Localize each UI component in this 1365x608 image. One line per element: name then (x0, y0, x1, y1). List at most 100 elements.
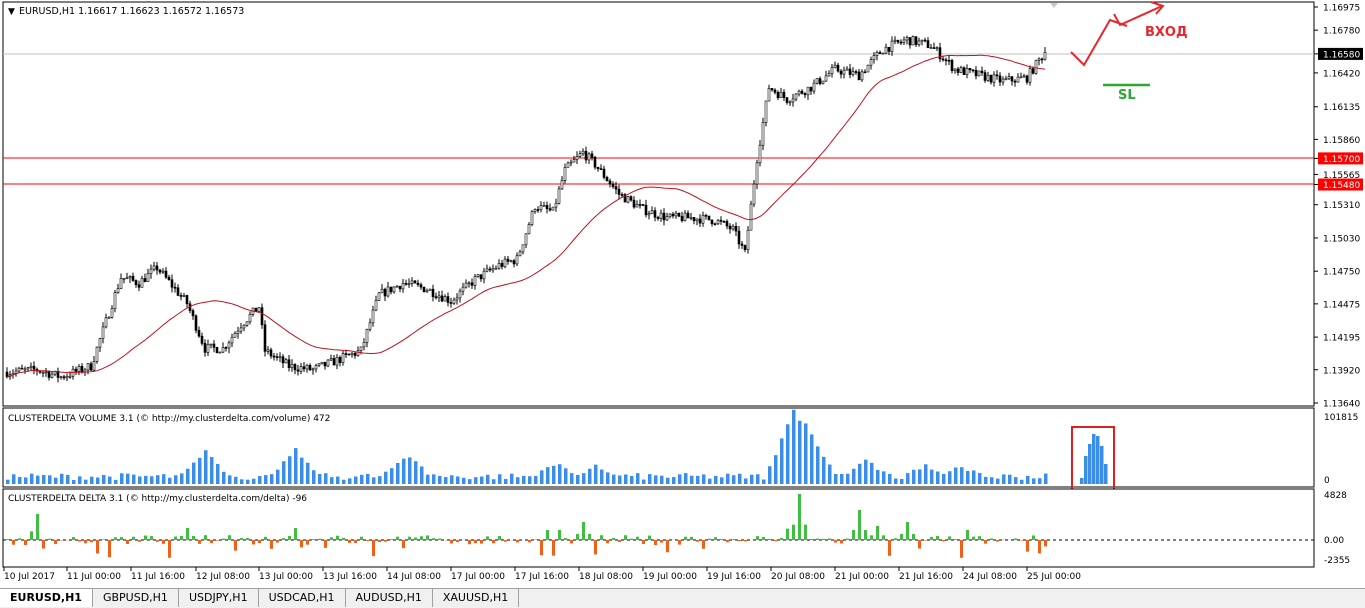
delta-panel[interactable]: CLUSTERDELTA DELTA 3.1 (© http://my.clus… (3, 489, 1350, 567)
candle-body (867, 65, 869, 72)
volume-bar (450, 475, 454, 484)
volume-bar (396, 463, 400, 484)
delta-bar-negative (996, 540, 999, 542)
collapse-arrow-icon[interactable]: ▼ (8, 7, 15, 17)
candle-body (930, 48, 932, 49)
volume-bar (576, 475, 580, 484)
candle-body (27, 368, 29, 369)
price-label: 1.16580 (1323, 50, 1360, 60)
price-label: 1.15700 (1323, 155, 1360, 165)
candle-body (516, 256, 518, 264)
delta-bar-positive (768, 539, 771, 540)
candle-body (354, 353, 356, 355)
candle-body (534, 209, 536, 211)
candle-body (810, 87, 812, 91)
delta-bar-positive (822, 539, 825, 540)
delta-bar-negative (726, 540, 729, 542)
delta-bar-negative (468, 540, 471, 544)
volume-bar (708, 479, 712, 484)
volume-bar (678, 474, 682, 484)
tab-gbpusd[interactable]: GBPUSD,H1 (93, 589, 179, 607)
volume-bar (690, 476, 694, 484)
price-axis[interactable]: 1.169751.167801.165801.164201.161351.158… (1314, 4, 1363, 410)
candle-body (447, 297, 449, 303)
tab-eurusd[interactable]: EURUSD,H1 (0, 589, 93, 607)
tab-xauusd[interactable]: XAUUSD,H1 (433, 589, 519, 607)
candle-body (180, 295, 182, 296)
volume-bar (990, 477, 994, 484)
delta-bar-negative (138, 540, 141, 542)
volume-panel[interactable]: CLUSTERDELTA VOLUME 3.1 (© http://my.clu… (3, 408, 1358, 495)
candle-body (183, 295, 185, 296)
delta-bar-positive (102, 539, 105, 540)
delta-bar-negative (54, 540, 57, 544)
volume-bar (558, 464, 562, 484)
volume-bar (780, 438, 784, 484)
candle-body (480, 275, 482, 279)
candle-body (96, 347, 98, 361)
tab-usdcad[interactable]: USDCAD,H1 (259, 589, 346, 607)
candle-body (42, 372, 44, 373)
volume-bar (510, 474, 514, 484)
candle-body (147, 274, 149, 282)
delta-bar-negative (888, 540, 891, 556)
delta-bar-positive (396, 537, 399, 540)
volume-bar (150, 476, 154, 484)
delta-bar-negative (24, 540, 27, 545)
candle-body (333, 358, 335, 365)
candle-body (1032, 69, 1034, 74)
delta-bar-negative (942, 540, 945, 541)
candle-body (732, 226, 734, 229)
candle-body (366, 329, 368, 342)
volume-bar (174, 475, 178, 484)
volume-bar (786, 424, 790, 484)
volume-bar (948, 471, 952, 484)
volume-bar (870, 463, 874, 484)
volume-bar (744, 478, 748, 484)
candle-body (1035, 60, 1037, 73)
delta-bar-positive (900, 534, 903, 540)
candle-body (348, 354, 350, 355)
price-panel[interactable]: ▼ EURUSD,H1 1.16617 1.16623 1.16572 1.16… (3, 2, 1314, 406)
delta-bar-positive (330, 537, 333, 540)
candle-body (819, 79, 821, 84)
volume-bar (1038, 478, 1042, 484)
delta-bar-negative (660, 540, 663, 543)
candle-body (903, 40, 905, 42)
volume-bar (306, 463, 310, 484)
price-label: 1.15030 (1323, 234, 1360, 244)
tab-audusd[interactable]: AUDUSD,H1 (346, 589, 433, 607)
delta-bar-negative (90, 540, 93, 542)
delta-bar-negative (384, 540, 387, 542)
candle-body (477, 275, 479, 277)
candle-body (666, 217, 668, 220)
tab-usdjpy[interactable]: USDJPY,H1 (179, 589, 259, 607)
candle-body (513, 261, 515, 264)
price-label: 1.14750 (1323, 268, 1360, 278)
candle-body (303, 367, 305, 369)
delta-bar-positive (426, 535, 429, 540)
volume-bar (42, 475, 46, 484)
volume-bar (78, 476, 82, 484)
candle-body (702, 215, 704, 223)
candle-body (663, 213, 665, 220)
delta-bar-positive (48, 539, 51, 540)
price-label: 1.15860 (1323, 136, 1360, 146)
candle-body (486, 269, 488, 271)
volume-bar (978, 473, 982, 484)
candle-body (714, 224, 716, 225)
volume-scale-max: 101815 (1324, 413, 1358, 423)
delta-scale-min: -2355 (1324, 556, 1350, 566)
candle-body (417, 283, 419, 284)
candle-body (222, 347, 224, 352)
delta-bar-positive (120, 537, 123, 540)
candle-body (1002, 79, 1004, 82)
delta-bar-positive (282, 538, 285, 540)
volume-bar (30, 474, 34, 484)
candle-body (315, 366, 317, 369)
delta-bar-negative (606, 540, 609, 543)
candle-body (642, 204, 644, 205)
candle-body (492, 268, 494, 270)
